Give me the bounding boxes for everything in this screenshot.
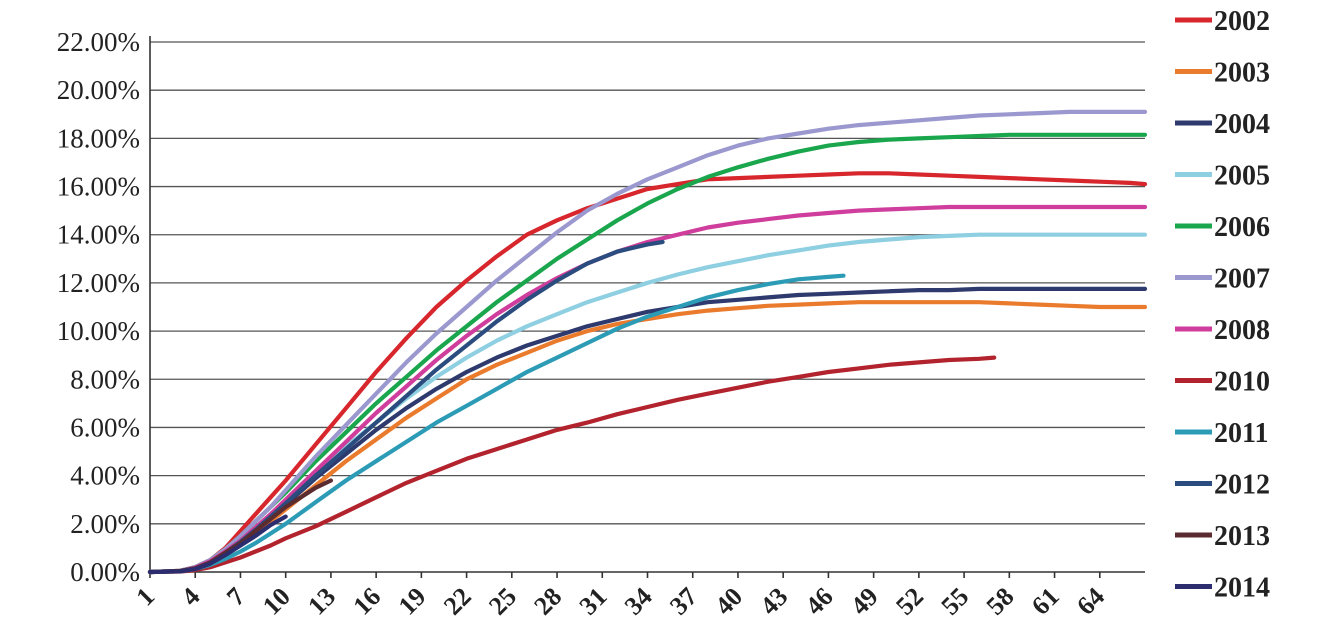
y-tick-label: 10.00% (57, 316, 140, 346)
x-tick-label: 34 (619, 582, 658, 621)
x-tick-label: 22 (438, 582, 477, 621)
x-tick-label: 55 (935, 582, 974, 621)
x-tick-label: 43 (755, 582, 794, 621)
x-tick-label: 19 (393, 582, 432, 621)
legend-label: 2012 (1214, 470, 1270, 501)
y-tick-label: 18.00% (57, 123, 140, 153)
y-tick-label: 12.00% (57, 268, 140, 298)
y-tick-label: 4.00% (70, 461, 140, 491)
x-tick-label: 37 (664, 582, 703, 621)
legend-label: 2002 (1214, 6, 1270, 37)
x-tick-label: 61 (1026, 582, 1065, 621)
legend-label: 2007 (1214, 264, 1270, 295)
x-tick-label: 10 (257, 582, 296, 621)
series-line-2008 (147, 204, 1148, 575)
x-tick-label: 4 (176, 582, 206, 612)
series-layer (147, 109, 1148, 575)
legend-item-2012: 2012 (1175, 470, 1270, 501)
legend-item-2010: 2010 (1175, 367, 1270, 398)
x-tick-label: 16 (347, 582, 386, 621)
legend: 2002 2003 2004 2005 2006 2007 2008 2010 2011 2012… (1175, 6, 1270, 604)
x-tick-label: 13 (302, 582, 341, 621)
x-tick-label: 52 (890, 582, 929, 621)
legend-label: 2003 (1214, 58, 1270, 89)
x-tick-label: 46 (800, 582, 839, 621)
legend-label: 2008 (1214, 315, 1270, 346)
series-line-2005 (147, 232, 1148, 575)
y-tick-label: 14.00% (57, 220, 140, 250)
legend-label: 2006 (1214, 212, 1270, 243)
legend-item-2013: 2013 (1175, 521, 1270, 552)
legend-item-2007: 2007 (1175, 264, 1270, 295)
x-tick-label: 7 (221, 582, 251, 612)
series-line-2014 (147, 514, 288, 575)
x-tick-label: 31 (574, 582, 613, 621)
y-tick-label: 6.00% (70, 412, 140, 442)
y-tick-label: 22.00% (57, 27, 140, 57)
legend-label: 2014 (1214, 573, 1270, 604)
x-tick-label: 40 (709, 582, 748, 621)
legend-label: 2005 (1214, 161, 1270, 192)
x-tick-label: 49 (845, 582, 884, 621)
x-tick-label: 58 (981, 582, 1020, 621)
x-tick-label: 1 (131, 582, 161, 612)
legend-item-2011: 2011 (1175, 418, 1268, 449)
y-tick-label: 16.00% (57, 172, 140, 202)
legend-label: 2010 (1214, 367, 1270, 398)
x-tick-label: 64 (1071, 582, 1110, 621)
y-axis-tick-labels: 0.00% 2.00% 4.00% 6.00% 8.00% 10.00% 12.00% 14.… (57, 27, 140, 587)
x-axis-tick-labels: 1 4 7 10 13 16 19 22 25 28 31 34 37 40 43 46 49 52 55 58 61 6… (131, 582, 1110, 621)
x-tick-label: 28 (528, 582, 567, 621)
y-tick-label: 2.00% (70, 509, 140, 539)
legend-item-2003: 2003 (1175, 58, 1270, 89)
legend-item-2005: 2005 (1175, 161, 1270, 192)
legend-label: 2013 (1214, 521, 1270, 552)
legend-item-2004: 2004 (1175, 109, 1270, 140)
y-tick-label: 20.00% (57, 75, 140, 105)
series-line-2007 (147, 109, 1148, 575)
series-line-2010 (147, 355, 997, 575)
series-line-2011 (147, 273, 846, 575)
x-tick-label: 25 (483, 582, 522, 621)
legend-label: 2004 (1214, 109, 1270, 140)
legend-item-2006: 2006 (1175, 212, 1270, 243)
series-line-2006 (147, 132, 1148, 575)
legend-item-2002: 2002 (1175, 6, 1270, 37)
y-tick-label: 8.00% (70, 364, 140, 394)
y-tick-label: 0.00% (70, 557, 140, 587)
legend-item-2008: 2008 (1175, 315, 1270, 346)
legend-label: 2011 (1214, 418, 1268, 449)
legend-item-2014: 2014 (1175, 573, 1270, 604)
